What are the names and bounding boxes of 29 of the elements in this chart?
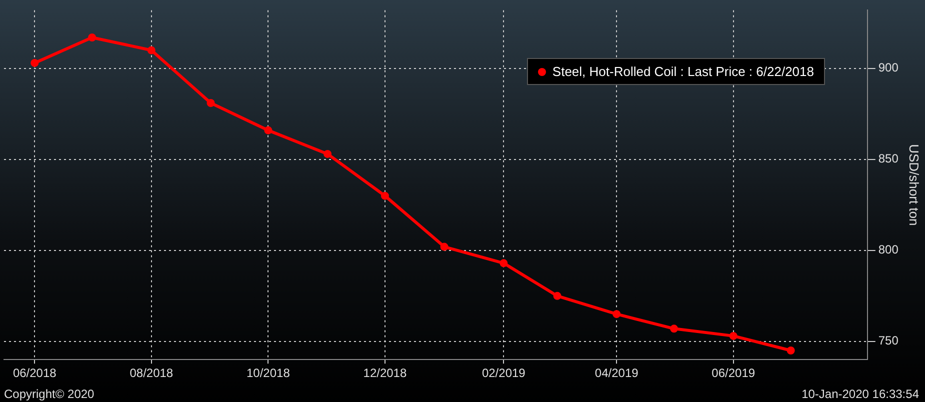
point <box>500 259 508 268</box>
x-tick-label: 12/2018 <box>363 366 407 380</box>
legend-label: Steel, Hot-Rolled Coil : Last Price : 6/22/2018 <box>552 64 814 79</box>
y-tick-label: 750 <box>878 334 899 348</box>
x-tick-label: 10/2018 <box>246 366 290 380</box>
x-tick-label: 06/2018 <box>12 366 57 380</box>
point <box>264 126 272 134</box>
point <box>553 292 562 300</box>
x-tick-label: 08/2018 <box>130 366 174 380</box>
y-axis-title: USD/short ton <box>906 144 922 226</box>
y-tick-label: 850 <box>878 152 899 166</box>
point <box>612 310 621 318</box>
x-tick-label: 06/2019 <box>712 366 756 380</box>
point <box>88 33 96 42</box>
point <box>324 150 332 158</box>
point <box>380 192 389 200</box>
point <box>206 99 215 108</box>
text: Copyright© 2020 <box>4 387 94 401</box>
y-tick-label: 900 <box>878 60 899 75</box>
point <box>440 242 448 251</box>
x-tick-label: 02/2019 <box>482 366 526 380</box>
x-tick-label: 04/2019 <box>594 366 639 380</box>
y-tick-label: 800 <box>878 242 899 257</box>
point <box>147 46 156 54</box>
point <box>670 324 678 333</box>
point <box>30 58 39 67</box>
text: 10-Jan-2020 16:33:54 <box>802 387 919 401</box>
point <box>786 346 795 354</box>
point <box>729 332 738 340</box>
